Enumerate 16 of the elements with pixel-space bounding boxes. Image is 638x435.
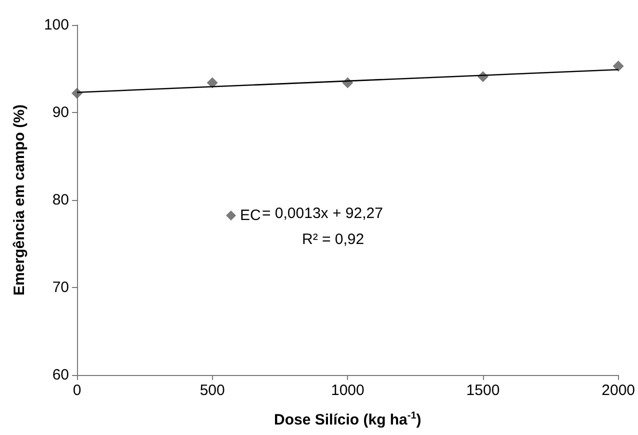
- y-tick-label: 80: [52, 192, 69, 208]
- x-tick-label: 500: [200, 382, 225, 399]
- x-tick-label: 1500: [466, 382, 500, 399]
- y-tick-label: 100: [44, 16, 69, 34]
- y-tick-label: 90: [52, 104, 69, 121]
- annotation: R² = 0,92: [302, 231, 364, 248]
- y-tick-label: 70: [52, 279, 69, 296]
- annotation: = 0,0013x + 92,27: [262, 205, 383, 222]
- x-tick-label: 1000: [330, 382, 364, 399]
- y-axis-title: Emergência em campo (%): [11, 104, 28, 296]
- legend-label: EC: [240, 207, 262, 224]
- x-tick-label: 2000: [602, 382, 636, 399]
- y-tick-label: 60: [52, 366, 69, 384]
- x-tick-label: 0: [72, 382, 82, 399]
- point: [612, 60, 624, 72]
- point: [206, 77, 218, 88]
